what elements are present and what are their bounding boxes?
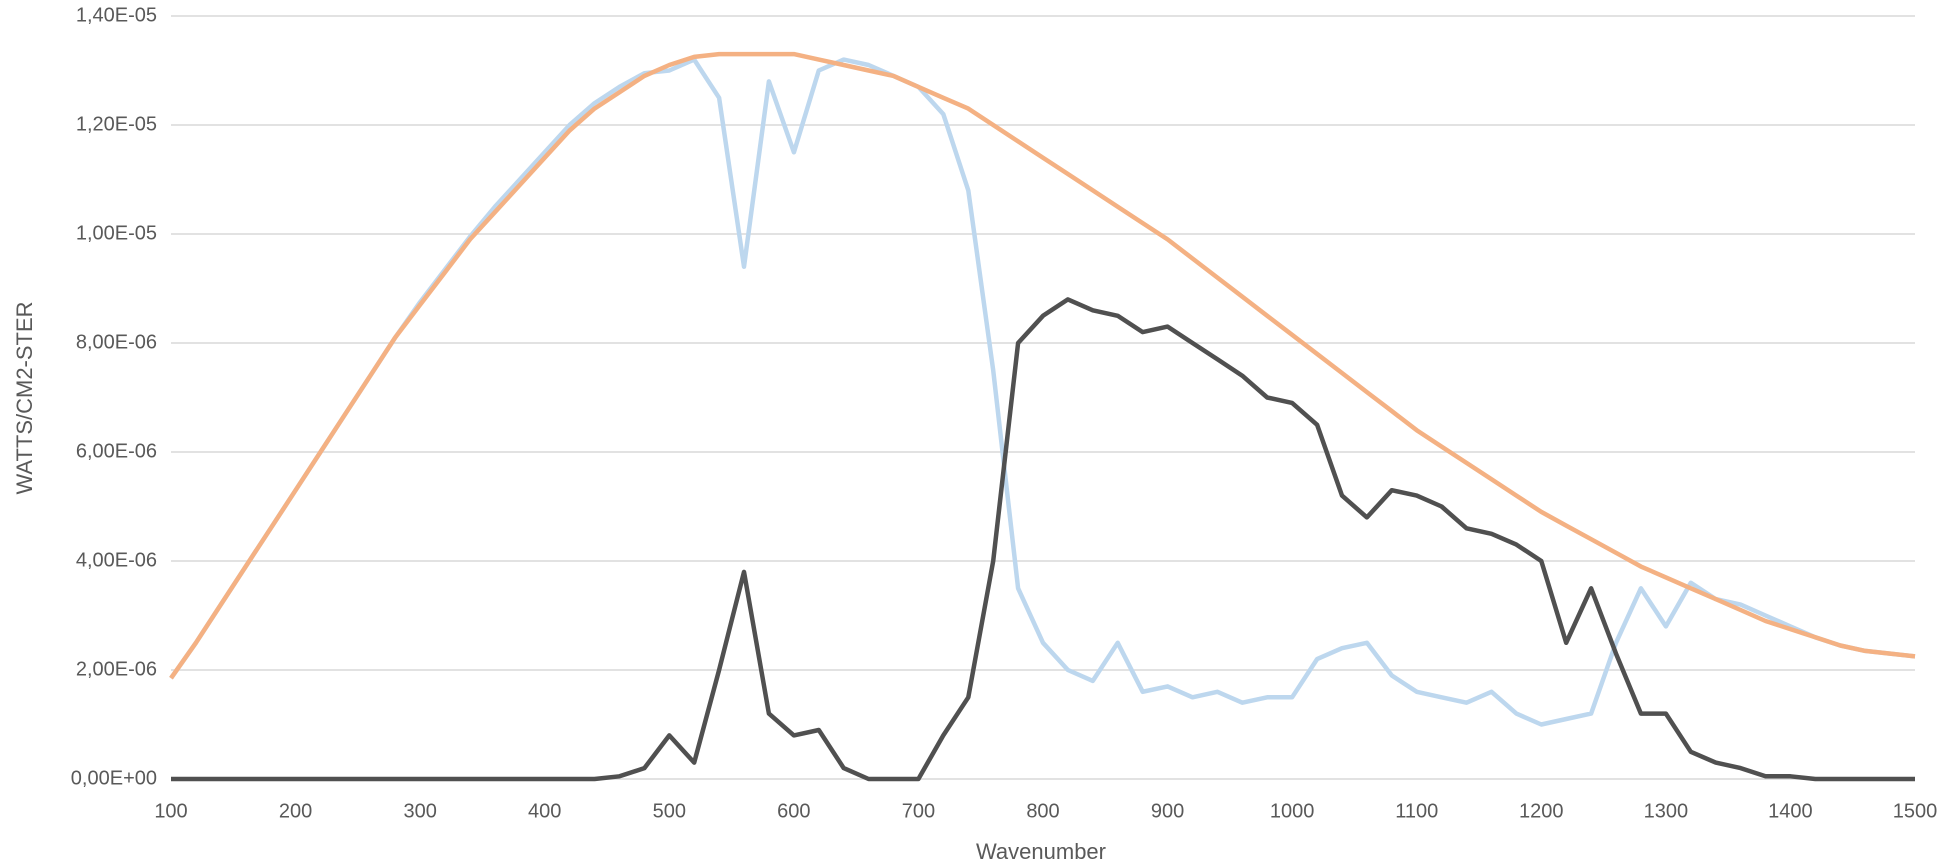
x-tick-label: 900	[1151, 800, 1184, 822]
y-tick-label: 6,00E-06	[76, 440, 157, 462]
series-line	[171, 297, 1915, 782]
series-line	[169, 51, 1916, 680]
x-tick-label: 1300	[1644, 800, 1689, 822]
x-tick-label: 300	[403, 800, 436, 822]
x-axis-label: Wavenumber	[976, 839, 1106, 862]
x-tick-label: 1200	[1519, 800, 1564, 822]
x-tick-label: 100	[154, 800, 187, 822]
y-tick-label: 1,00E-05	[76, 222, 157, 244]
y-tick-label: 4,00E-06	[76, 549, 157, 571]
x-tick-label: 700	[902, 800, 935, 822]
y-tick-label: 2,00E-06	[76, 658, 157, 680]
x-tick-label: 1100	[1395, 800, 1438, 822]
x-tick-label: 200	[279, 800, 312, 822]
x-tick-label: 500	[653, 800, 686, 822]
x-tick-label: 800	[1026, 800, 1059, 822]
y-tick-label: 0,00E+00	[71, 767, 157, 789]
y-tick-label: 1,20E-05	[76, 113, 157, 135]
x-tick-label: 1000	[1270, 800, 1315, 822]
y-tick-label: 8,00E-06	[76, 331, 157, 353]
x-tick-label: 400	[528, 800, 561, 822]
y-axis-label: WATTS/CM2-STER	[12, 301, 37, 494]
y-tick-label: 1,40E-05	[76, 4, 157, 26]
x-tick-label: 600	[777, 800, 810, 822]
x-tick-label: 1400	[1768, 800, 1813, 822]
x-tick-label: 1500	[1893, 800, 1938, 822]
